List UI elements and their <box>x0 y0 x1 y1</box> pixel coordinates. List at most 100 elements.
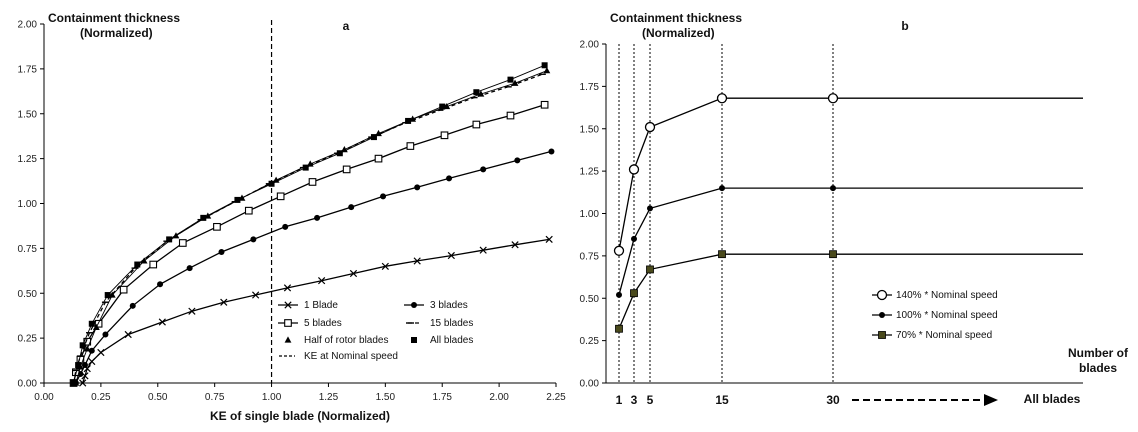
panel-a-series-2-point-shape <box>213 222 221 231</box>
panel-a-ytick-label: 0.75 <box>18 244 38 255</box>
panel-a-series-1-point <box>186 265 193 272</box>
panel-a-series-1-point <box>250 236 257 243</box>
panel-b-series-2-point-shape <box>615 324 623 333</box>
panel-a-series-5-point <box>336 150 343 157</box>
panel-a-series-4-point-shape <box>92 323 100 330</box>
panel-a-series-0-point-b <box>79 379 87 387</box>
panel-b-legend-swatch-shape <box>878 331 886 339</box>
panel-a-xtick-label: 0.50 <box>148 392 168 403</box>
panel-b-series-0-point-shape <box>716 93 728 104</box>
panel-b-ytick-label: 0.00 <box>580 379 600 390</box>
panel-a-series-1-point <box>348 204 355 211</box>
panel-a-label: a <box>343 19 350 33</box>
panel-a-xtick-label: 2.25 <box>546 392 566 403</box>
panel-a-series-5-point <box>302 164 309 171</box>
panel-b-legend-swatch-shape <box>876 289 888 301</box>
panel-a-series-5-point-shape <box>302 164 309 171</box>
panel-a-series-1-point <box>282 223 289 230</box>
panel-b-series-2-point-shape <box>646 265 654 274</box>
panel-a-series-0-point <box>447 251 455 260</box>
panel-a-series-0-point <box>317 277 326 285</box>
panel-a-xtick-label: 0.25 <box>91 392 111 403</box>
panel-b-label: b <box>901 19 908 33</box>
panel-b-series-0-point-shape <box>827 93 839 104</box>
panel-a-series-5-point <box>473 89 480 96</box>
panel-a-series-5-point <box>75 362 82 369</box>
panel-b-series-2-point-shape <box>829 250 837 259</box>
panel-b-series-1-point <box>647 205 653 212</box>
panel-a-xtick-label: 2.00 <box>489 392 509 403</box>
panel-a-series-1-point-shape <box>446 175 453 182</box>
panel-a-series-1-point-shape <box>81 362 88 369</box>
panel-a-legend-label: KE at Nominal speed <box>304 351 398 362</box>
panel-b-legend-swatch <box>879 312 885 318</box>
panel-b-series-1-point <box>631 235 637 242</box>
panel-a-series-5-point <box>507 76 514 83</box>
panel-a-series-2-point <box>178 239 187 247</box>
panel-a-ytick-label: 1.00 <box>18 199 38 210</box>
panel-a-xtick-label: 0.75 <box>205 392 225 403</box>
panel-a-ytick-label: 1.25 <box>18 154 38 165</box>
panel-a-series-1-point <box>446 175 453 182</box>
panel-a-series-2-point-shape <box>374 154 383 163</box>
panel-a-legend-swatch-shape <box>411 337 417 343</box>
panel-b-category-label: 5 <box>647 393 654 407</box>
panel-a-xtick-label: 1.75 <box>432 392 452 403</box>
panel-a-series-1-point-shape <box>102 331 109 338</box>
panel-a-series-4-point <box>83 345 91 352</box>
panel-a-ytick-label: 2.00 <box>18 20 38 31</box>
panel-b-series-1-point <box>616 291 622 298</box>
panel-b-series-1-point-shape <box>616 291 622 298</box>
panel-a-series-2-point <box>506 111 515 120</box>
panel-a-series-0-point <box>188 307 196 315</box>
panel-a-legend-swatch <box>284 301 292 309</box>
panel-a-series-5-point <box>79 342 86 349</box>
panel-a-series-4-point-shape <box>83 345 91 352</box>
panel-a-legend-label: 15 blades <box>430 318 473 329</box>
panel-a-series-0-point-b <box>511 241 519 249</box>
panel-b-arrow-head <box>984 394 998 406</box>
panel-b-ytick-label: 1.25 <box>580 167 600 178</box>
panel-a-ytick-label: 1.50 <box>18 109 38 120</box>
panel-a-legend-label: 3 blades <box>430 300 468 311</box>
panel-a-series-line-4 <box>75 70 548 384</box>
panel-a-series-5-point-shape <box>104 292 111 299</box>
panel-a-series-1-point <box>129 302 136 309</box>
panel-a-series-0-point-b <box>447 251 455 260</box>
panel-a-series-5-point-shape <box>134 261 141 268</box>
panel-a-series-5-point-shape <box>405 117 412 124</box>
panel-a-ytick-label: 0.00 <box>18 379 38 390</box>
panel-a-series-1-point <box>380 193 387 200</box>
panel-a-series-line-1 <box>75 150 552 384</box>
panel-a-series-0-point-b <box>317 277 326 285</box>
panel-b-series-2-point-shape <box>718 250 726 259</box>
panel-a-series-5-point <box>70 380 77 386</box>
panel-a-series-4-point <box>511 79 519 86</box>
panel-a-ytick-label: 1.75 <box>18 64 38 75</box>
panel-b-category-label: 15 <box>715 393 729 407</box>
panel-a-series-5-point <box>268 180 275 187</box>
panel-a-series-0-point-b <box>349 269 358 278</box>
panel-a-series-1-point-shape <box>348 204 355 211</box>
panel-b-ytick-label: 2.00 <box>580 40 600 51</box>
panel-a-series-0-point-b <box>81 372 89 380</box>
panel-a-legend-swatch-shape <box>411 302 417 308</box>
panel-a-series-2-point <box>540 100 549 109</box>
panel-b-legend-label: 100% * Nominal speed <box>896 310 998 321</box>
panel-b-legend-swatch <box>876 289 888 301</box>
panel-a-series-0-point-b <box>97 348 105 357</box>
panel-a-series-2-point-shape <box>276 192 285 201</box>
panel-a-series-2-point <box>119 285 128 294</box>
panel-a-series-5-point-shape <box>79 342 86 349</box>
panel-a-series-0-point <box>97 348 105 357</box>
panel-a-series-0-point <box>479 246 487 254</box>
panel-b-series-2-point <box>630 289 638 298</box>
panel-a-series-1-point <box>81 362 88 369</box>
panel-b-xlabel-line2: blades <box>1079 361 1117 375</box>
panel-a-xlabel: KE of single blade (Normalized) <box>210 409 390 423</box>
panel-a-ylabel-line1: Containment thickness <box>48 11 180 25</box>
panel-a-series-4-point <box>543 67 551 74</box>
panel-b-ytick-label: 0.25 <box>580 336 600 347</box>
